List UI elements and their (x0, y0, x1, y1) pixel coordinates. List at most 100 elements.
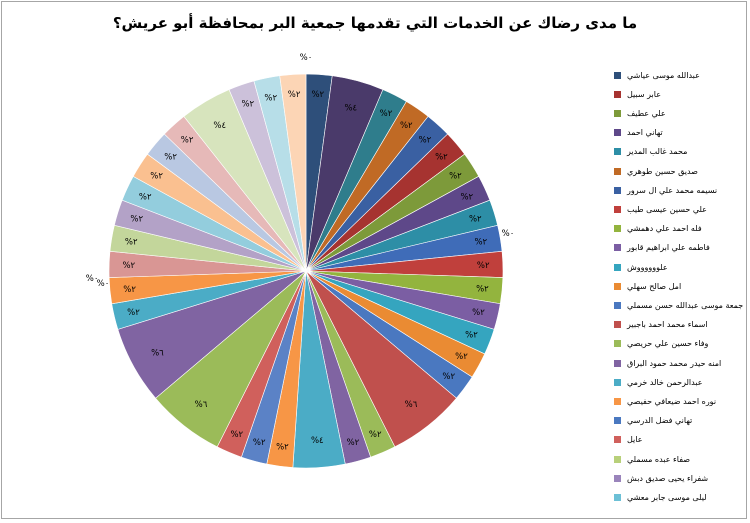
legend-label: عايل (627, 435, 643, 445)
data-label: %٦ (195, 400, 208, 410)
legend-item: صديق حسين طوهري (614, 164, 698, 178)
legend-item: شفراء يحيى صديق دبش (614, 471, 708, 485)
legend-swatch (614, 148, 621, 156)
data-label: %٢ (241, 100, 254, 110)
data-label: %٤ (213, 121, 226, 131)
data-label: %٢ (253, 438, 266, 448)
legend-label: عبدالله موسى عياشي (627, 70, 700, 80)
legend-swatch (614, 71, 621, 79)
data-label: %٤ (311, 436, 324, 446)
legend-item: امنه حيدر محمد حمود البراق (614, 356, 721, 370)
legend-item: عابر سبيل (614, 87, 661, 101)
legend-label: فاطمه علي ابراهيم قابور (627, 243, 710, 253)
data-label: %٠ (97, 279, 110, 289)
legend-swatch (614, 340, 621, 348)
legend-item: امل صالح سهلي (614, 279, 681, 293)
legend-swatch (614, 474, 621, 482)
legend-swatch (614, 109, 621, 117)
legend-swatch (614, 167, 621, 175)
legend-item: علي حسين عيسى طيب (614, 202, 707, 216)
legend-swatch (614, 301, 621, 309)
data-label: %٤ (344, 104, 357, 114)
data-label: %٢ (477, 261, 490, 271)
data-label: %٢ (469, 215, 482, 225)
data-label: %٠ (300, 53, 313, 63)
legend-label: صفاء عبده مسملي (627, 454, 691, 464)
legend-swatch (614, 225, 621, 233)
data-label: %٢ (435, 153, 448, 163)
legend-label: نسيمه محمد علي ال سرور (627, 185, 718, 195)
legend-item: علي عطيف (614, 106, 666, 120)
legend-label: ليلى موسى جابر معشي (627, 492, 707, 502)
data-label: %٦ (405, 400, 418, 410)
legend-item: عبدالله موسى عياشي (614, 68, 700, 82)
data-label: %٢ (369, 430, 382, 440)
legend-item: فاطمه علي ابراهيم قابور (614, 241, 710, 255)
data-label: %٢ (347, 438, 360, 448)
legend-item: وفاء حسين علي حريصي (614, 337, 708, 351)
data-label: %٢ (460, 192, 473, 202)
legend-item: تهاني احمد (614, 126, 663, 140)
legend-swatch (614, 129, 621, 137)
legend-swatch (614, 282, 621, 290)
data-label: %٢ (150, 172, 163, 182)
legend-item: فله احمد علي دهمشي (614, 222, 702, 236)
legend-swatch (614, 205, 621, 213)
data-label: %٢ (122, 261, 135, 271)
legend-item: جمعة موسى عبدالله حسن مسملي (614, 298, 743, 312)
data-label: %٢ (288, 90, 301, 100)
data-label: %٢ (311, 90, 324, 100)
legend-item: عبدالرحمن خالد خرمي (614, 375, 703, 389)
legend-label: جمعة موسى عبدالله حسن مسملي (627, 300, 744, 310)
data-label: %٢ (476, 285, 489, 295)
chart-title: ما مدى رضاك عن الخدمات التي تقدمها جمعية… (112, 14, 638, 32)
legend-swatch (614, 378, 621, 386)
legend-label: صديق حسين طوهري (627, 166, 698, 176)
legend-label: علي حسين عيسى طيب (627, 204, 707, 214)
legend-label: امنه حيدر محمد حمود البراق (627, 358, 722, 368)
legend-item: صفاء عبده مسملي (614, 452, 690, 466)
data-label: %٠ (86, 274, 99, 284)
legend-label: امل صالح سهلي (627, 281, 682, 291)
legend-item: نوره احمد ضيعافي حفيصي (614, 394, 716, 408)
legend-item: ليلى موسى جابر معشي (614, 490, 707, 504)
legend-swatch (614, 186, 621, 194)
legend-swatch (614, 455, 621, 463)
data-label: %٢ (125, 238, 138, 248)
data-label: %٢ (127, 308, 140, 318)
data-label: %٢ (276, 443, 289, 453)
legend-swatch (614, 397, 621, 405)
data-label: %٢ (474, 238, 487, 248)
data-label: %٢ (164, 153, 177, 163)
legend-item: اسماء محمد احمد باجبير (614, 318, 708, 332)
legend-item: علووووووش (614, 260, 668, 274)
legend-swatch (614, 493, 621, 501)
data-label: %٢ (264, 93, 277, 103)
legend-label: نوره احمد ضيعافي حفيصي (627, 396, 717, 406)
data-label: %٦ (151, 348, 164, 358)
data-label: %٢ (472, 308, 485, 318)
legend-swatch (614, 263, 621, 271)
data-label: %٢ (181, 136, 194, 146)
legend-swatch (614, 90, 621, 98)
legend-item: نسيمه محمد علي ال سرور (614, 183, 717, 197)
legend-label: عابر سبيل (627, 89, 661, 99)
data-label: %٢ (465, 331, 478, 341)
legend-label: عبدالرحمن خالد خرمي (627, 377, 703, 387)
legend-label: شفراء يحيى صديق دبش (627, 473, 709, 483)
data-label: %٢ (123, 285, 136, 295)
legend-label: علي عطيف (627, 108, 666, 118)
data-label: %٢ (400, 121, 413, 131)
legend-swatch (614, 244, 621, 252)
legend-label: محمد غالب المدير (627, 147, 688, 157)
data-label: %٢ (419, 136, 432, 146)
legend-swatch (614, 321, 621, 329)
data-label: %٢ (442, 372, 455, 382)
legend-label: وفاء حسين علي حريصي (627, 339, 709, 349)
legend-label: فله احمد علي دهمشي (627, 224, 702, 234)
pie-slice (279, 73, 307, 272)
legend-swatch (614, 417, 621, 425)
data-label: %٢ (230, 430, 243, 440)
data-label: %٠ (502, 229, 515, 239)
